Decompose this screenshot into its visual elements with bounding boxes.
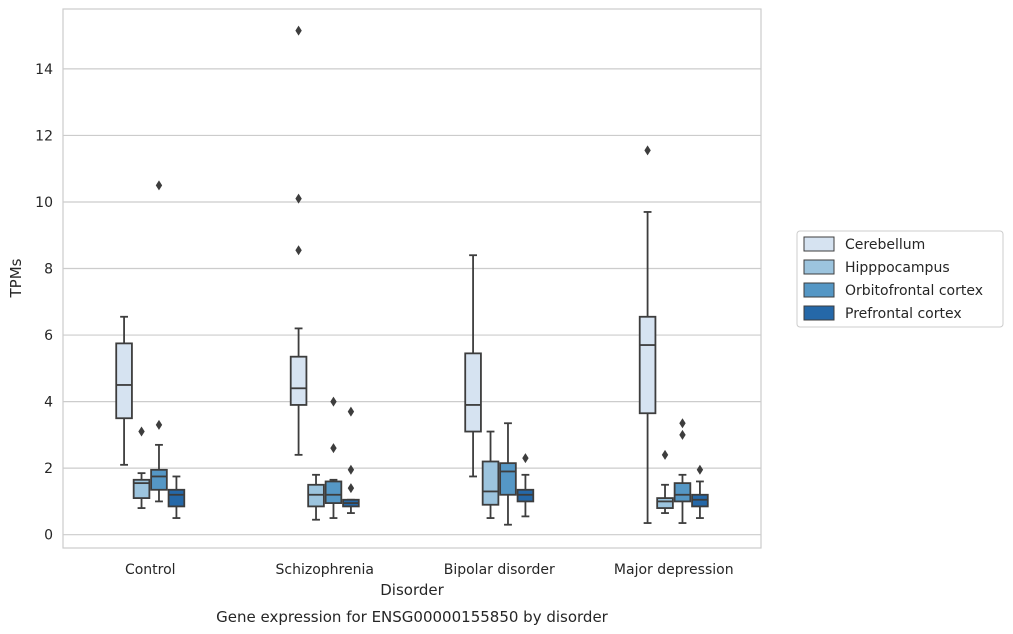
grid-lines [63, 68, 761, 536]
box-body [132, 478, 151, 499]
box-body [464, 352, 482, 433]
y-tick-labels: 0 2 4 6 8 10 12 14 [35, 62, 53, 544]
y-tick-label-3: 6 [44, 328, 53, 344]
box-body [289, 355, 308, 406]
x-axis-title: Disorder [380, 581, 444, 599]
outlier-0 [330, 443, 337, 454]
y-tick-label-4: 8 [44, 262, 53, 278]
outlier-2 [295, 25, 302, 36]
box-1-1 [307, 473, 325, 521]
x-tick-label-3: Major depression [614, 562, 734, 578]
outlier-2 [347, 406, 355, 417]
outlier-0 [347, 483, 355, 494]
box-0-3 [167, 475, 186, 519]
outlier-1 [679, 418, 686, 429]
legend-swatch-3 [803, 305, 835, 321]
y-tick-label-7: 14 [35, 62, 53, 78]
outlier-0 [138, 426, 145, 437]
box-body [481, 460, 500, 506]
box-body [150, 468, 168, 491]
legend-label-3: Prefrontal cortex [845, 306, 962, 322]
box-1-3 [342, 406, 360, 514]
y-tick-label-1: 2 [44, 461, 53, 477]
outlier-1 [295, 193, 302, 204]
box-body [324, 480, 343, 504]
plot-area [62, 8, 762, 549]
legend-swatch-1 [803, 259, 835, 275]
y-axis-title: TPMs [7, 258, 25, 298]
y-tick-label-6: 12 [35, 128, 53, 144]
x-tick-label-1: Schizophrenia [276, 562, 374, 578]
x-tick-label-2: Bipolar disorder [444, 562, 555, 578]
legend-swatch-2 [803, 282, 835, 298]
y-tick-label-2: 4 [44, 395, 53, 411]
box-0-2 [150, 180, 168, 503]
legend-label-2: Orbitofrontal cortex [845, 283, 983, 299]
outlier-0 [644, 145, 651, 156]
box-3-2 [673, 418, 692, 524]
box-groups [115, 25, 709, 526]
outlier-0 [696, 464, 704, 475]
box-2-1 [481, 430, 500, 519]
box-1-0 [289, 25, 308, 456]
box-2-2 [499, 422, 517, 526]
y-tick-label-0: 0 [44, 528, 53, 544]
box-body [673, 482, 692, 503]
legend-label-0: Cerebellum [845, 237, 925, 253]
box-body [638, 315, 657, 415]
y-tick-label-5: 10 [35, 195, 53, 211]
box-3-1 [656, 449, 674, 514]
legend: Cerebellum Hipppocampus Orbitofrontal cort… [796, 230, 1004, 328]
box-0-0 [115, 315, 133, 466]
legend-frame [796, 230, 1004, 328]
box-body [115, 342, 133, 420]
box-body [167, 488, 186, 508]
box-0-1 [132, 426, 151, 509]
outlier-0 [295, 245, 302, 256]
outlier-1 [330, 396, 337, 407]
x-tick-label-0: Control [125, 562, 176, 578]
outlier-0 [522, 453, 529, 464]
box-3-3 [691, 464, 709, 519]
box-body [499, 462, 517, 496]
outlier-0 [661, 449, 669, 460]
outlier-1 [347, 464, 355, 475]
legend-swatch-0 [803, 236, 835, 252]
box-1-2 [324, 396, 343, 519]
outlier-1 [155, 180, 163, 191]
chart-caption: Gene expression for ENSG00000155850 by d… [216, 608, 609, 626]
legend-label-1: Hipppocampus [845, 260, 950, 276]
outlier-0 [679, 429, 686, 440]
box-body [656, 497, 674, 509]
box-2-3 [516, 453, 535, 518]
box-2-0 [464, 254, 482, 478]
x-tick-labels: Control Schizophrenia Bipolar disorder Majo… [125, 562, 734, 578]
outlier-0 [155, 419, 163, 430]
box-3-0 [638, 145, 657, 524]
